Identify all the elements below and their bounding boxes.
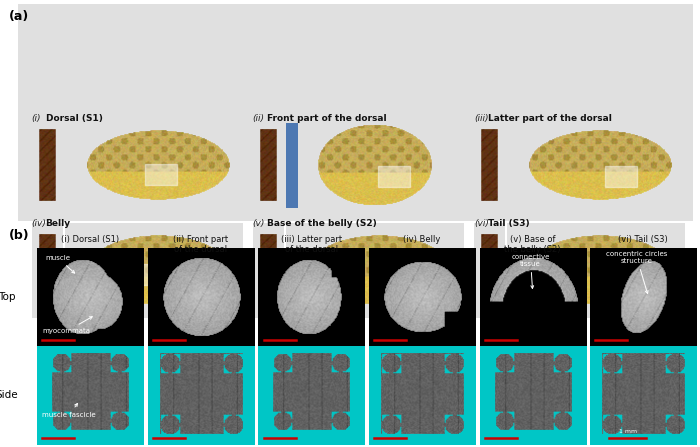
Text: (iii) Latter part
of the dorsal: (iii) Latter part of the dorsal <box>281 235 342 254</box>
Text: Tail (S3): Tail (S3) <box>488 219 529 228</box>
Text: concentric circles
structure: concentric circles structure <box>606 251 667 294</box>
Text: (b): (b) <box>8 229 29 242</box>
Text: myocommata: myocommata <box>43 316 92 334</box>
Bar <box>605 165 637 186</box>
Text: muscle: muscle <box>46 255 75 273</box>
Bar <box>378 165 410 186</box>
Text: Dorsal (S1): Dorsal (S1) <box>46 114 102 123</box>
FancyBboxPatch shape <box>10 2 700 224</box>
Bar <box>599 269 631 290</box>
Text: (v) Base of
the belly (S2): (v) Base of the belly (S2) <box>505 235 561 254</box>
Bar <box>132 264 164 285</box>
Text: (ii): (ii) <box>253 114 265 123</box>
Text: (vi) Tail (S3): (vi) Tail (S3) <box>618 235 668 244</box>
Text: (iv) Belly: (iv) Belly <box>403 235 441 244</box>
Text: Latter part of the dorsal: Latter part of the dorsal <box>488 114 612 123</box>
Text: 1 mm: 1 mm <box>619 429 637 434</box>
Text: (vi): (vi) <box>474 219 489 228</box>
Bar <box>277 123 298 208</box>
Text: (ii) Front part
of the dorsal: (ii) Front part of the dorsal <box>174 235 228 254</box>
Text: (i) Dorsal (S1): (i) Dorsal (S1) <box>61 235 120 244</box>
Text: (i): (i) <box>32 114 41 123</box>
Text: (iv): (iv) <box>32 219 46 228</box>
Text: Side: Side <box>0 390 18 401</box>
Text: (v): (v) <box>253 219 265 228</box>
Bar <box>374 264 407 285</box>
Text: (a): (a) <box>8 10 29 23</box>
Text: connective
tissue: connective tissue <box>512 254 550 288</box>
Text: Base of the belly (S2): Base of the belly (S2) <box>267 219 377 228</box>
Text: Top: Top <box>0 292 15 302</box>
Bar <box>145 164 176 185</box>
Text: (iii): (iii) <box>474 114 489 123</box>
Text: muscle fascicle: muscle fascicle <box>43 404 96 418</box>
Text: Belly: Belly <box>46 219 71 228</box>
Text: Front part of the dorsal: Front part of the dorsal <box>267 114 386 123</box>
